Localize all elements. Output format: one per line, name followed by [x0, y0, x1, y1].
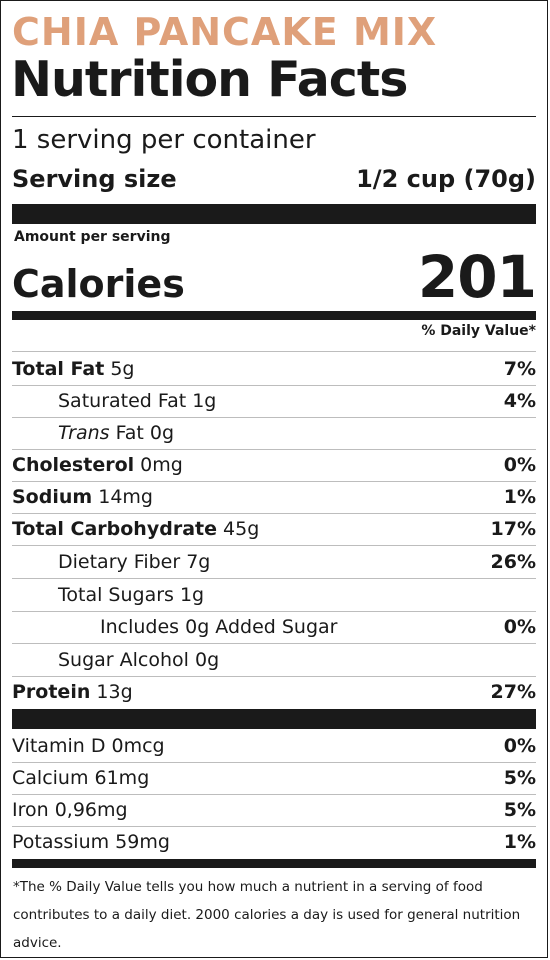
calories-value: 201 [417, 243, 537, 311]
nutrient-row-total-sugars: Total Sugars 1g [12, 579, 536, 611]
divider [12, 762, 536, 763]
divider [12, 643, 536, 644]
nutrient-name: Sugar Alcohol 0g [58, 649, 220, 671]
product-name: CHIA PANCAKE MIX [12, 10, 438, 54]
divider [12, 676, 536, 677]
nutrient-name-italic: Trans [58, 422, 110, 444]
daily-value-header: % Daily Value* [421, 323, 536, 339]
nutrient-row-total-carbohydrate: Total Carbohydrate 45g 17% [12, 513, 536, 545]
vitamin-percent: 5% [503, 799, 536, 821]
nutrient-row-protein: Protein 13g 27% [12, 676, 536, 708]
nutrient-row-sodium: Sodium 14mg 1% [12, 481, 536, 513]
vitamin-row-calcium: Calcium 61mg 5% [12, 762, 536, 794]
nutrient-amount: 14mg [92, 486, 153, 508]
vitamin-name: Potassium 59mg [12, 831, 170, 853]
divider [12, 385, 536, 386]
nutrient-row-trans-fat: Trans Fat 0g [12, 417, 536, 449]
nutrient-amount: 13g [90, 681, 133, 703]
vitamin-name: Vitamin D 0mcg [12, 735, 165, 757]
nutrient-percent: 0% [503, 454, 536, 476]
nutrient-name: Total Carbohydrate [12, 518, 217, 540]
vitamin-percent: 1% [503, 831, 536, 853]
nutrient-percent: 4% [503, 390, 536, 412]
amount-per-serving: Amount per serving [14, 229, 171, 245]
nutrient-name: Dietary Fiber 7g [58, 551, 211, 573]
divider [12, 611, 536, 612]
divider [12, 116, 536, 117]
divider [12, 417, 536, 418]
nutrient-percent: 17% [490, 518, 536, 540]
nutrient-row-sugar-alcohol: Sugar Alcohol 0g [12, 644, 536, 676]
medium-divider [12, 311, 536, 320]
nutrient-percent: 7% [503, 358, 536, 380]
nutrient-percent: 27% [490, 681, 536, 703]
vitamin-percent: 5% [503, 767, 536, 789]
divider [12, 578, 536, 579]
divider [12, 794, 536, 795]
nutrient-name: Sodium [12, 486, 93, 508]
nutrient-row-dietary-fiber: Dietary Fiber 7g 26% [12, 546, 536, 578]
divider [12, 449, 536, 450]
nutrient-percent: 0% [503, 616, 536, 638]
nutrient-amount: 0mg [134, 454, 183, 476]
nutrient-row-total-fat: Total Fat 5g 7% [12, 353, 536, 385]
serving-size-label: Serving size [12, 165, 177, 193]
daily-value-footnote: *The % Daily Value tells you how much a … [13, 879, 521, 951]
divider [12, 351, 536, 352]
vitamin-row-potassium: Potassium 59mg 1% [12, 826, 536, 858]
thick-divider [12, 204, 536, 224]
vitamin-row-vitamin-d: Vitamin D 0mcg 0% [12, 730, 536, 762]
vitamin-name: Calcium 61mg [12, 767, 150, 789]
divider [12, 545, 536, 546]
nutrient-amount: Fat 0g [109, 422, 175, 444]
vitamin-row-iron: Iron 0,96mg 5% [12, 794, 536, 826]
nutrient-row-added-sugar: Includes 0g Added Sugar 0% [12, 611, 536, 643]
servings-per-container: 1 serving per container [12, 125, 316, 155]
nutrient-percent: 1% [503, 486, 536, 508]
nutrient-name: Saturated Fat 1g [58, 390, 217, 412]
vitamin-percent: 0% [503, 735, 536, 757]
nutrient-name: Total Fat [12, 358, 105, 380]
medium-divider [12, 859, 536, 868]
nutrient-name: Protein [12, 681, 91, 703]
vitamin-name: Iron 0,96mg [12, 799, 128, 821]
nutrient-name: Total Sugars 1g [58, 584, 205, 606]
nutrient-row-saturated-fat: Saturated Fat 1g 4% [12, 385, 536, 417]
thick-divider [12, 709, 536, 729]
nutrient-percent: 26% [490, 551, 536, 573]
nutrient-row-cholesterol: Cholesterol 0mg 0% [12, 449, 536, 481]
divider [12, 481, 536, 482]
nutrition-facts-title: Nutrition Facts [11, 51, 408, 108]
divider [12, 826, 536, 827]
calories-label: Calories [12, 262, 185, 306]
nutrient-amount: 5g [104, 358, 135, 380]
nutrient-name: Includes 0g Added Sugar [100, 616, 338, 638]
nutrient-amount: 45g [216, 518, 260, 540]
serving-size-value: 1/2 cup (70g) [356, 165, 536, 193]
calories-row: Calories 201 [12, 241, 537, 320]
serving-size-row: Serving size 1/2 cup (70g) [12, 163, 536, 195]
nutrient-name: Cholesterol [12, 454, 135, 476]
divider [12, 513, 536, 514]
